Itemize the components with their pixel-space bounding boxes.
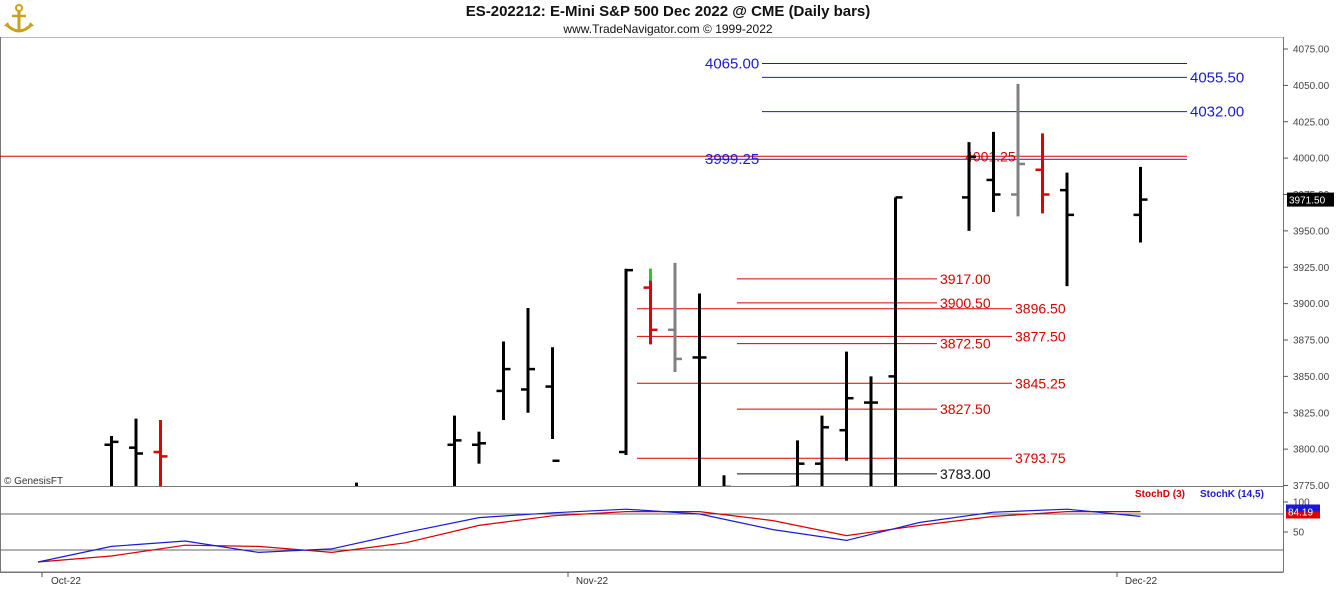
level-label: 3877.50: [1015, 328, 1066, 344]
y-tick-label: 4075.00: [1293, 45, 1330, 56]
level-label: 3999.25: [705, 151, 759, 168]
y-tick-label: 3900.00: [1293, 299, 1330, 310]
y-tick-label: 3800.00: [1293, 445, 1330, 456]
stoch-line: [37, 511, 1141, 563]
chart-header: ES-202212: E-Mini S&P 500 Dec 2022 @ CME…: [0, 0, 1336, 37]
level-label: 4001.25: [965, 148, 1016, 164]
last-price-tag: [1287, 192, 1334, 207]
stochastic-panel: 100 50 StochD (3) StochK (14,5) 84.19: [0, 489, 1320, 563]
x-tick-label: Oct-22: [51, 576, 81, 587]
level-label: 3793.75: [1015, 450, 1066, 466]
level-label: 3827.50: [940, 401, 991, 417]
level-label: 3872.50: [940, 336, 991, 352]
last-stoch-label: 84.19: [1288, 507, 1313, 518]
watermark: © GenesisFT: [4, 476, 63, 487]
x-tick-label: Dec-22: [1125, 576, 1158, 587]
y-tick-label: 4000.00: [1293, 154, 1330, 165]
price-axis: 4075.004050.004025.004000.003975.003950.…: [4, 45, 1334, 492]
last-price-label: 3971.50: [1289, 196, 1326, 207]
legend-entry: StochD (3): [1135, 489, 1185, 500]
stoch-y-label: 100: [1293, 498, 1310, 509]
level-label: 3783.00: [940, 466, 991, 482]
last-stoch-tag-top: [1286, 504, 1320, 512]
stoch-line: [37, 508, 1141, 563]
level-label: 3845.25: [1015, 375, 1066, 391]
y-tick-label: 4050.00: [1293, 81, 1330, 92]
plot-area: [0, 36, 1284, 573]
legend-entry: StochK (14,5): [1200, 489, 1264, 500]
y-tick-label: 3775.00: [1293, 481, 1330, 492]
level-label: 3896.50: [1015, 301, 1066, 317]
chart-title: ES-202212: E-Mini S&P 500 Dec 2022 @ CME…: [465, 3, 871, 20]
y-tick-label: 3850.00: [1293, 372, 1330, 383]
y-tick-label: 3825.00: [1293, 408, 1330, 419]
stoch-y-label: 50: [1293, 528, 1305, 539]
time-axis: Oct-22 Nov-22 Dec-22: [41, 572, 1158, 587]
y-tick-label: 4025.00: [1293, 117, 1330, 128]
level-label: 3900.50: [940, 295, 991, 311]
y-tick-label: 3925.00: [1293, 263, 1330, 274]
gold-anchor-logo-icon: [4, 4, 34, 33]
y-tick-label: 3950.00: [1293, 226, 1330, 237]
chart-frame: [0, 36, 1284, 573]
price-bars: [104, 83, 1148, 486]
chart-subtitle: www.TradeNavigator.com © 1999-2022: [563, 22, 773, 36]
level-label: 3917.00: [940, 271, 991, 287]
level-label: 4032.00: [1190, 104, 1244, 121]
level-label: 4055.50: [1190, 69, 1244, 86]
y-tick-label: 3875.00: [1293, 336, 1330, 347]
x-tick-label: Nov-22: [576, 576, 609, 587]
level-label: 4065.00: [705, 56, 759, 73]
